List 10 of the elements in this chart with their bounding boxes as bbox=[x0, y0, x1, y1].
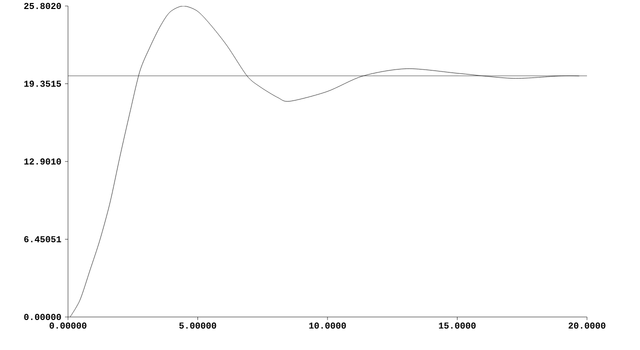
x-tick-label: 15.0000 bbox=[438, 322, 476, 329]
y-tick-label: 12.9010 bbox=[24, 158, 61, 165]
x-tick-label: 0.00000 bbox=[50, 322, 86, 329]
y-tick-label: 19.3515 bbox=[24, 80, 62, 87]
x-tick-label: 20.0000 bbox=[568, 322, 606, 329]
y-tick-label: 6.45051 bbox=[24, 236, 62, 242]
y-tick-label: 0.00000 bbox=[24, 314, 61, 320]
x-tick-label: 5.00000 bbox=[179, 322, 216, 329]
y-tick-label: 25.8020 bbox=[24, 2, 61, 10]
x-tick-label: 10.0000 bbox=[309, 322, 346, 329]
